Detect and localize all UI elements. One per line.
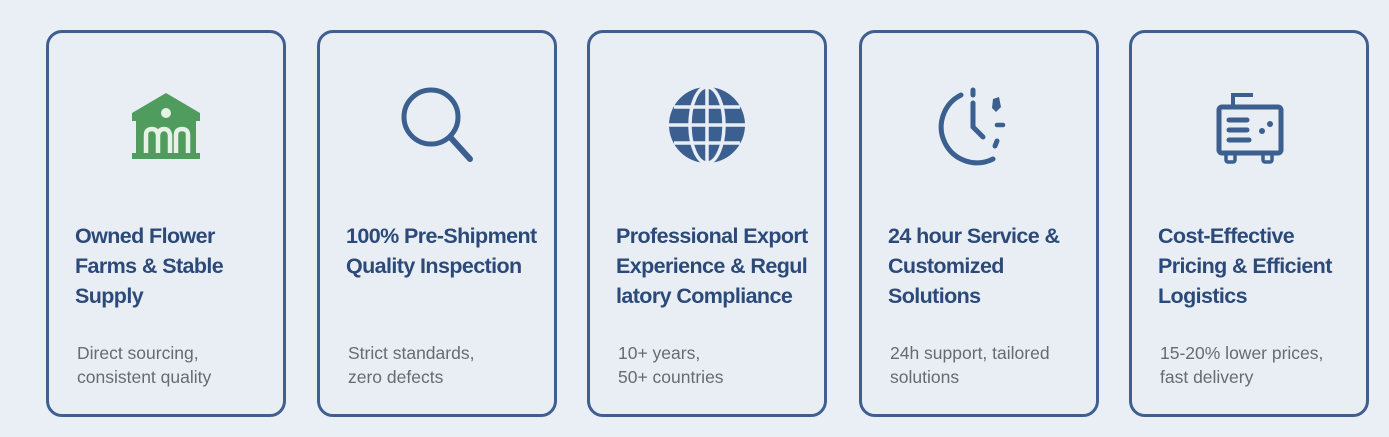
description-line: zero defects: [348, 367, 444, 387]
title-line: Logistics: [1158, 284, 1248, 308]
title-line: Quality Inspection: [346, 254, 522, 278]
feature-card-export: Professional Export Experience & Regul lat…: [587, 30, 827, 417]
card-title: Owned Flower Farms & Stable Supply: [75, 221, 283, 311]
title-line: Supply: [75, 284, 144, 308]
clock-icon: [938, 87, 1006, 166]
feature-card-logistics: Cost-Effective Pricing & Efficient Logisti…: [1129, 30, 1369, 417]
title-line: Cost-Effective: [1158, 224, 1295, 248]
description-line: Strict standards,: [348, 343, 475, 363]
feature-card-owned-farms: Owned Flower Farms & Stable Supply Direct …: [46, 30, 286, 417]
description-line: fast delivery: [1160, 367, 1254, 387]
card-description: 15-20% lower prices, fast delivery: [1160, 341, 1366, 389]
title-line: Farms & Stable: [75, 254, 224, 278]
title-line: Customized: [888, 254, 1004, 278]
card-title: 100% Pre-Shipment Quality Inspection: [346, 221, 554, 281]
title-line: latory Compliance: [616, 284, 793, 308]
feature-card-service: 24 hour Service & Customized Solutions 24h…: [859, 30, 1099, 417]
card-description: 24h support, tailored solutions: [890, 341, 1096, 389]
title-line: Solutions: [888, 284, 981, 308]
description-line: 10+ years,: [618, 343, 701, 363]
card-title: Professional Export Experience & Regul lat…: [616, 221, 824, 311]
title-line: Pricing & Efficient: [1158, 254, 1332, 278]
description-line: 50+ countries: [618, 367, 724, 387]
title-line: Professional Export: [616, 224, 808, 248]
description-line: consistent quality: [77, 367, 212, 387]
description-line: Direct sourcing,: [77, 343, 199, 363]
card-description: Direct sourcing, consistent quality: [77, 341, 283, 389]
description-line: 24h support, tailored: [890, 343, 1050, 363]
globe-icon: [669, 85, 745, 165]
description-line: solutions: [890, 367, 960, 387]
card-title: Cost-Effective Pricing & Efficient Logisti…: [1158, 221, 1366, 311]
feature-card-inspection: 100% Pre-Shipment Quality Inspection Stri…: [317, 30, 557, 417]
cargo-icon: [1216, 93, 1284, 164]
title-line: Owned Flower: [75, 224, 215, 248]
card-description: Strict standards, zero defects: [348, 341, 554, 389]
description-line: 15-20% lower prices,: [1160, 343, 1324, 363]
magnifier-icon: [401, 87, 473, 162]
title-line: Experience & Regul: [616, 254, 808, 278]
title-line: 24 hour Service &: [888, 224, 1060, 248]
card-title: 24 hour Service & Customized Solutions: [888, 221, 1096, 311]
farm-house-icon: [132, 93, 200, 159]
title-line: 100% Pre-Shipment: [346, 224, 537, 248]
card-description: 10+ years, 50+ countries: [618, 341, 824, 389]
